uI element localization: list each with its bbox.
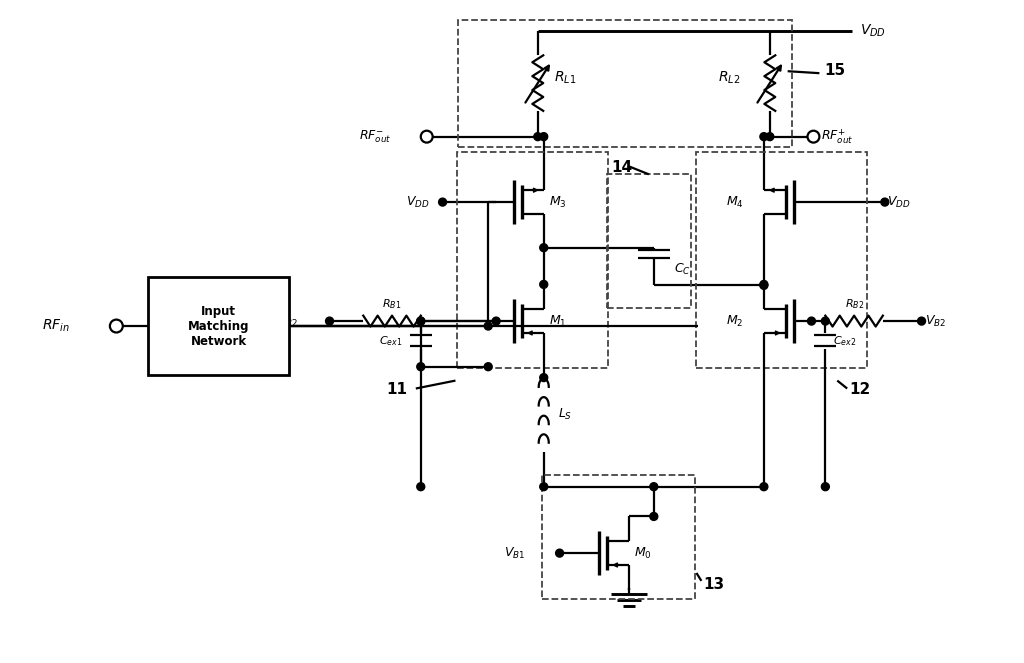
Text: $RF_{out}^{-}$: $RF_{out}^{-}$ — [359, 129, 392, 145]
Circle shape — [821, 317, 829, 325]
Circle shape — [760, 133, 768, 141]
Text: $M_2$: $M_2$ — [726, 314, 743, 329]
Text: $V_{DD}$: $V_{DD}$ — [860, 23, 886, 38]
Text: $V_{DD}$: $V_{DD}$ — [887, 194, 910, 210]
Circle shape — [417, 317, 425, 325]
Circle shape — [918, 317, 926, 325]
Text: $V_{B1}$: $V_{B1}$ — [504, 546, 525, 561]
Circle shape — [556, 549, 563, 557]
Text: $L_S$: $L_S$ — [558, 407, 571, 422]
Text: $R_{B2}$: $R_{B2}$ — [845, 297, 863, 311]
Circle shape — [417, 363, 425, 371]
Circle shape — [540, 280, 548, 288]
Text: $RF_{out}^{+}$: $RF_{out}^{+}$ — [821, 127, 854, 146]
Circle shape — [484, 363, 493, 371]
Circle shape — [808, 317, 815, 325]
Circle shape — [493, 317, 500, 325]
Circle shape — [650, 512, 657, 520]
Circle shape — [650, 483, 657, 491]
Circle shape — [881, 198, 889, 206]
Circle shape — [326, 317, 334, 325]
Text: $M_3$: $M_3$ — [549, 194, 566, 210]
Circle shape — [766, 133, 774, 141]
Circle shape — [110, 320, 123, 332]
Text: $C_{ex2}$: $C_{ex2}$ — [834, 334, 857, 348]
Text: $M_4$: $M_4$ — [726, 194, 744, 210]
Circle shape — [417, 317, 425, 325]
Circle shape — [821, 483, 829, 491]
Circle shape — [534, 133, 542, 141]
Circle shape — [760, 280, 768, 288]
Text: $R_{B1}$: $R_{B1}$ — [382, 297, 401, 311]
Text: $R_{L1}$: $R_{L1}$ — [554, 70, 575, 86]
Text: $C_{ex1}$: $C_{ex1}$ — [379, 334, 402, 348]
Circle shape — [540, 133, 548, 141]
Text: $R_{L2}$: $R_{L2}$ — [718, 70, 740, 86]
Circle shape — [760, 281, 768, 289]
Text: $V_{B2}$: $V_{B2}$ — [925, 314, 946, 329]
Text: 13: 13 — [703, 577, 725, 592]
Circle shape — [540, 483, 548, 491]
Text: 14: 14 — [611, 160, 632, 175]
Circle shape — [417, 483, 425, 491]
Circle shape — [760, 483, 768, 491]
Circle shape — [421, 131, 433, 143]
Circle shape — [438, 198, 446, 206]
Circle shape — [540, 374, 548, 382]
Text: 12: 12 — [849, 383, 870, 397]
Text: $V_{B2}$: $V_{B2}$ — [276, 314, 298, 329]
Text: $RF_{in}$: $RF_{in}$ — [42, 318, 70, 334]
Circle shape — [540, 244, 548, 252]
Circle shape — [484, 322, 493, 330]
Circle shape — [808, 131, 819, 143]
Bar — [148, 277, 289, 375]
Text: $M_0$: $M_0$ — [634, 546, 651, 561]
Text: $M_1$: $M_1$ — [549, 314, 566, 329]
Text: 11: 11 — [386, 383, 408, 397]
Text: $V_{DD}$: $V_{DD}$ — [406, 194, 429, 210]
Text: $C_C$: $C_C$ — [674, 262, 690, 277]
Text: Input
Matching
Network: Input Matching Network — [187, 304, 249, 347]
Text: 15: 15 — [824, 63, 846, 78]
